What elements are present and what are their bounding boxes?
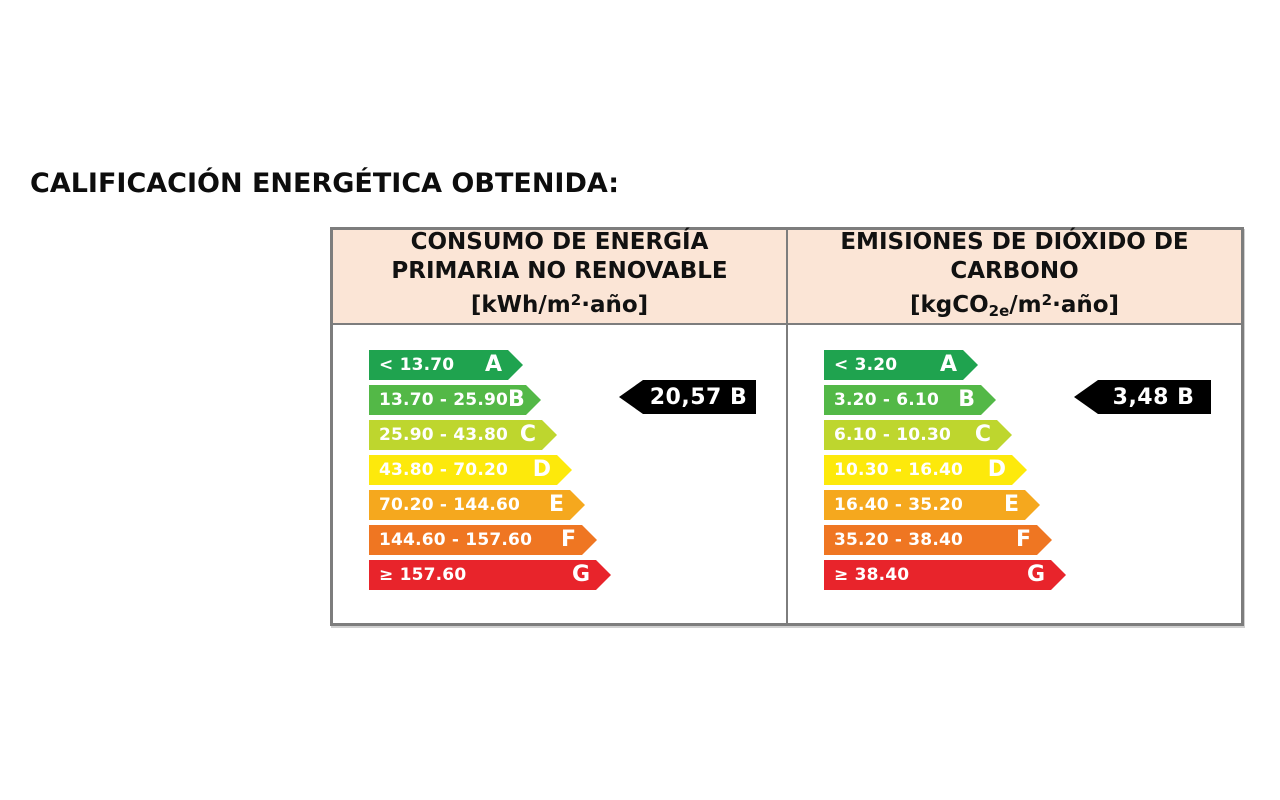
rating-bar-a: < 13.70 A (369, 350, 523, 380)
grade-letter: C (974, 422, 991, 447)
rating-bar-c: 6.10 - 10.30 C (824, 420, 1012, 450)
rating-bar-f: 35.20 - 38.40 F (824, 525, 1052, 555)
column-header-energy: CONSUMO DE ENERGÍA PRIMARIA NO RENOVABLE… (333, 228, 786, 326)
rating-bar-c: 25.90 - 43.80 C (369, 420, 557, 450)
unit-subscript: 2e (988, 301, 1010, 320)
range-label: ≥ 38.40 (834, 565, 910, 585)
range-label: ≥ 157.60 (379, 565, 467, 585)
range-label: 43.80 - 70.20 (379, 460, 509, 480)
rating-bar-g: ≥ 157.60 G (369, 560, 611, 590)
range-label: 16.40 - 35.20 (834, 495, 964, 515)
rating-bar-e: 16.40 - 35.20 E (824, 490, 1040, 520)
rating-bar-b: 3.20 - 6.10 B (824, 385, 996, 415)
grade-letter: D (987, 457, 1006, 482)
unit-superscript: 2 (570, 290, 582, 309)
unit-part: ·año] (581, 291, 649, 318)
grade-letter: E (548, 492, 564, 517)
rating-bar-f: 144.60 - 157.60 F (369, 525, 597, 555)
energy-result-value: 20,57 B (649, 384, 748, 410)
rating-bar-e: 70.20 - 144.60 E (369, 490, 585, 520)
grade-letter: E (1003, 492, 1019, 517)
grade-letter: F (1015, 527, 1031, 552)
rating-bar-d: 43.80 - 70.20 D (369, 455, 572, 485)
header-line-1: EMISIONES DE DIÓXIDO DE (840, 228, 1189, 255)
range-label: 10.30 - 16.40 (834, 460, 964, 480)
rating-bar-d: 10.30 - 16.40 D (824, 455, 1027, 485)
range-label: 13.70 - 25.90 (379, 390, 509, 410)
range-label: < 13.70 (379, 355, 455, 375)
header-unit-energy: [kWh/m2·año] (471, 286, 648, 326)
range-label: 144.60 - 157.60 (379, 530, 533, 550)
range-label: 6.10 - 10.30 (834, 425, 952, 445)
unit-part: ·año] (1052, 291, 1120, 318)
grade-letter: B (508, 387, 525, 412)
grade-letter: G (571, 562, 590, 587)
grade-letter: B (958, 387, 975, 412)
grade-letter: A (939, 352, 957, 377)
range-label: 3.20 - 6.10 (834, 390, 939, 410)
unit-part: [kWh/m (470, 291, 571, 318)
grade-letter: F (560, 527, 576, 552)
energy-result-arrow: 20,57 B (619, 380, 756, 414)
unit-part: [kgCO (909, 291, 989, 318)
range-label: 25.90 - 43.80 (379, 425, 509, 445)
header-line-2: PRIMARIA NO RENOVABLE (391, 257, 728, 284)
header-line-1: CONSUMO DE ENERGÍA (410, 228, 709, 255)
grade-letter: D (532, 457, 551, 482)
range-label: 70.20 - 144.60 (379, 495, 521, 515)
emissions-result-arrow: 3,48 B (1074, 380, 1211, 414)
grade-letter: A (484, 352, 502, 377)
range-label: 35.20 - 38.40 (834, 530, 964, 550)
range-label: < 3.20 (834, 355, 898, 375)
unit-superscript: 2 (1041, 290, 1053, 309)
grade-letter: C (519, 422, 536, 447)
energy-rating-table: CONSUMO DE ENERGÍA PRIMARIA NO RENOVABLE… (330, 227, 1244, 626)
grade-letter: G (1026, 562, 1045, 587)
header-unit-emissions: [kgCO2e/m2·año] (910, 286, 1119, 326)
unit-part: /m (1009, 291, 1042, 318)
rating-bar-g: ≥ 38.40 G (824, 560, 1066, 590)
emissions-scale-panel: < 3.20 A 3.20 - 6.10 B 6.10 - 10.30 C 10… (788, 325, 1241, 623)
energy-scale-panel: < 13.70 A 13.70 - 25.90 B 25.90 - 43.80 … (333, 325, 786, 623)
column-header-emissions: EMISIONES DE DIÓXIDO DE CARBONO [kgCO2e/… (788, 228, 1241, 326)
rating-bar-a: < 3.20 A (824, 350, 978, 380)
header-line-2: CARBONO (950, 257, 1079, 284)
rating-bar-b: 13.70 - 25.90 B (369, 385, 541, 415)
emissions-result-value: 3,48 B (1112, 384, 1195, 410)
page-title: CALIFICACIÓN ENERGÉTICA OBTENIDA: (30, 168, 620, 199)
